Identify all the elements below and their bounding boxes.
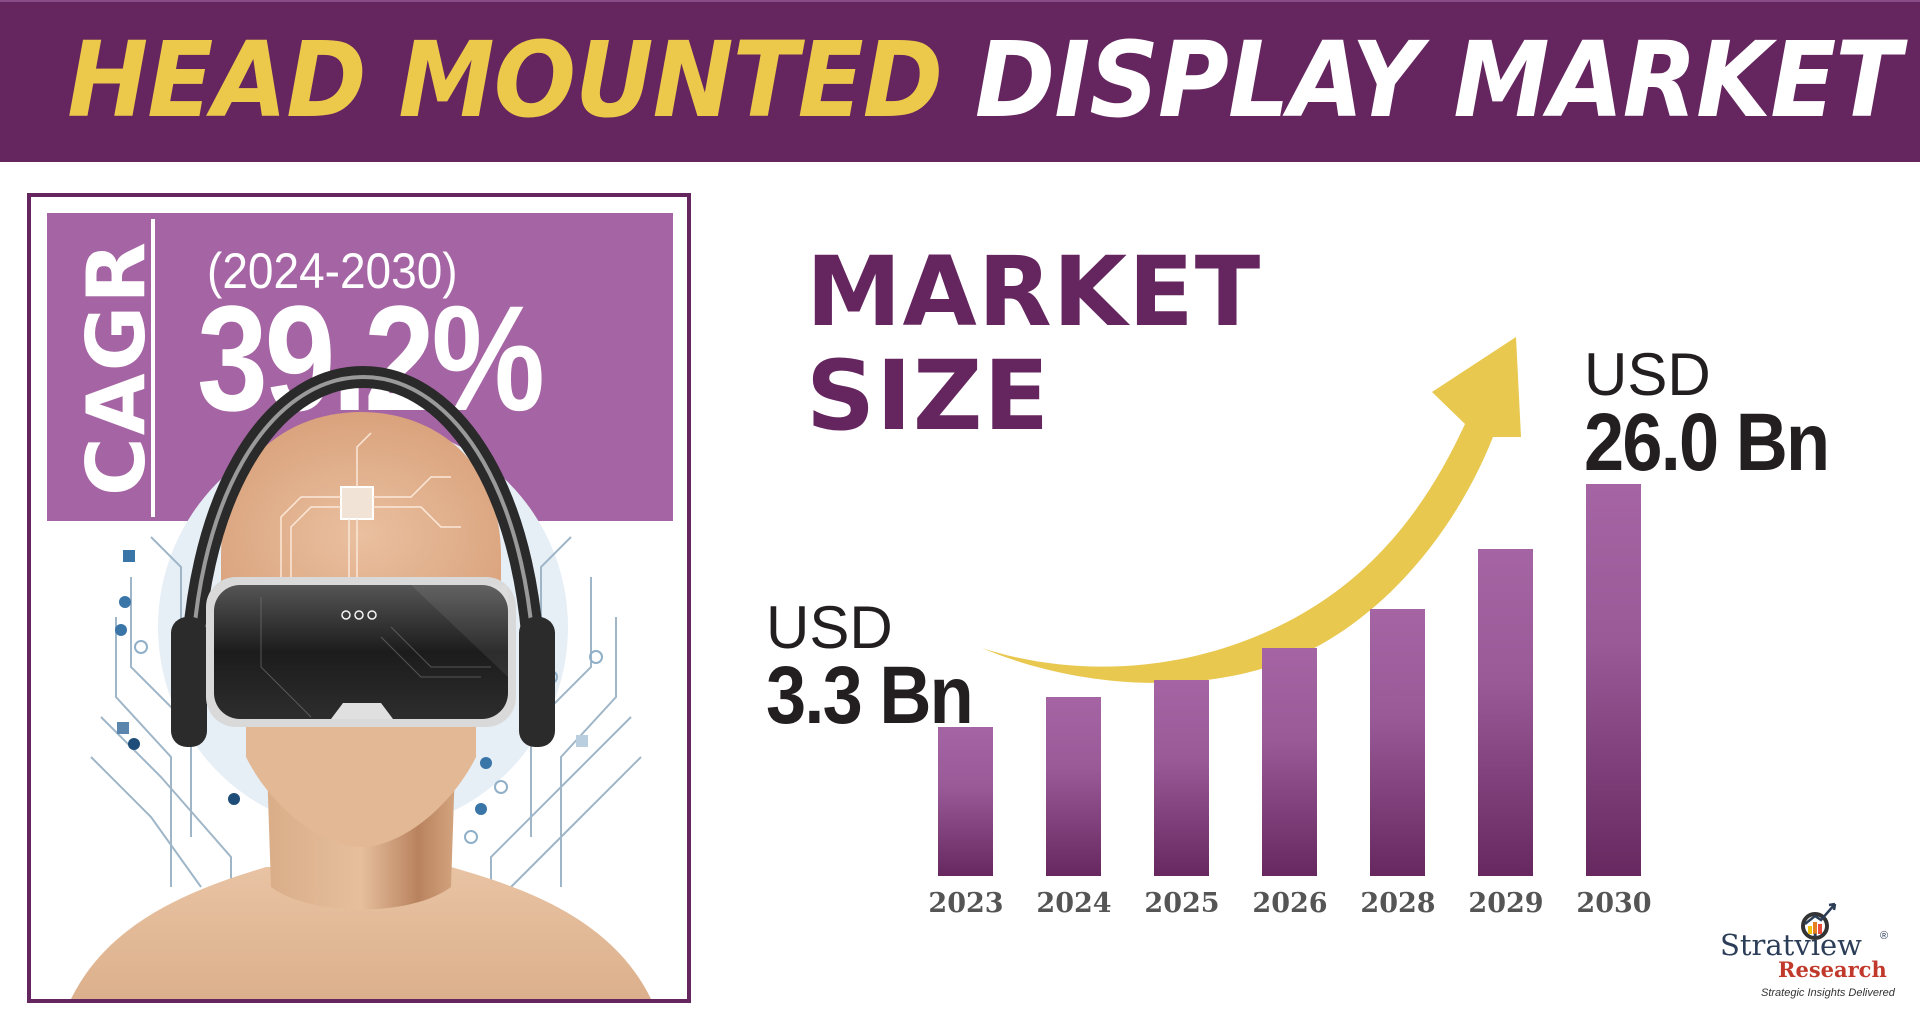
title-part-display-market: DISPLAY MARKET: [974, 19, 1901, 141]
bar-2024: [1046, 697, 1101, 876]
bar-2025: [1154, 680, 1209, 876]
logo-name: Stratview: [1720, 928, 1862, 962]
cagr-period: (2024-2030): [207, 243, 458, 299]
start-value-label: USD 3.3 Bn: [766, 594, 1000, 741]
year-label: 2025: [1144, 888, 1220, 919]
year-label: 2028: [1360, 888, 1436, 919]
logo-research: Research: [1778, 957, 1887, 982]
year-label: 2030: [1576, 888, 1652, 919]
bar-2030: [1586, 484, 1641, 876]
year-label: 2029: [1468, 888, 1544, 919]
bar-2028: [1370, 609, 1425, 876]
page-title: HEAD MOUNTED DISPLAY MARKET: [67, 19, 1901, 141]
stratview-logo: Stratview ® Research Strategic Insights …: [1715, 900, 1920, 1027]
market-size-title-line2: SIZE: [806, 340, 1051, 452]
vr-headset-head-icon: [71, 365, 651, 999]
bar-2026: [1262, 648, 1317, 876]
end-value-label: USD 26.0 Bn: [1584, 341, 1862, 488]
bar-2029: [1478, 549, 1533, 876]
title-part-head-mounted: HEAD MOUNTED: [67, 19, 943, 141]
end-currency: USD: [1584, 341, 1711, 408]
cagr-divider: [151, 219, 155, 517]
logo-tagline: Strategic Insights Delivered: [1761, 987, 1895, 999]
year-label: 2026: [1252, 888, 1328, 919]
year-label: 2024: [1036, 888, 1112, 919]
year-label: 2023: [928, 888, 1004, 919]
header-banner: HEAD MOUNTED DISPLAY MARKET: [0, 0, 1920, 162]
market-size-title: MARKET SIZE: [806, 240, 1261, 448]
logo-registered: ®: [1880, 930, 1889, 942]
cagr-value: 39.2%: [197, 274, 545, 442]
magnifier-chart-icon: [1801, 902, 1837, 940]
market-size-title-line1: MARKET: [806, 236, 1262, 348]
cagr-illustration-panel: CAGR (2024-2030) 39.2%: [27, 193, 691, 1003]
end-value: 26.0 Bn: [1584, 397, 1830, 488]
start-currency: USD: [766, 594, 893, 661]
bar-2023: [938, 727, 993, 876]
start-value: 3.3 Bn: [766, 650, 974, 741]
